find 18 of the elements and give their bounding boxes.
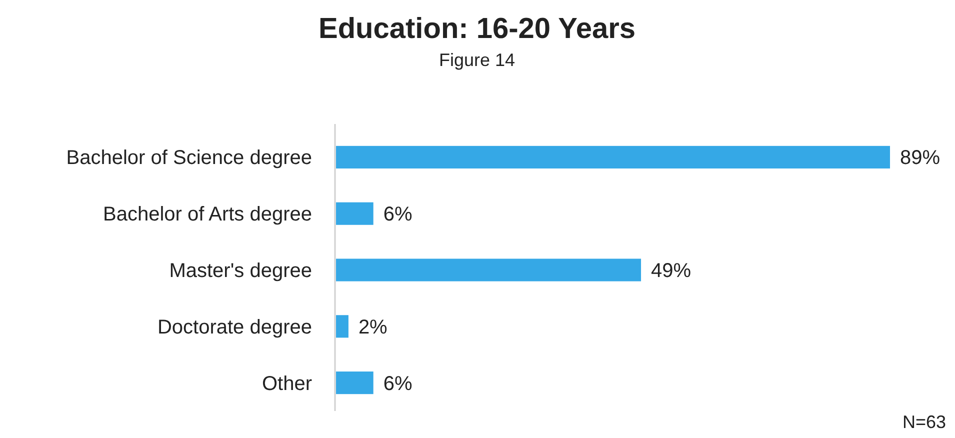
text: N=63	[902, 412, 946, 432]
y-tick-label: Bachelor of Arts degree	[102, 204, 312, 226]
bar	[336, 202, 374, 225]
bar	[336, 315, 348, 338]
data-label: 6%	[383, 372, 412, 395]
y-tick-label: Master's degree	[169, 260, 312, 282]
bar	[336, 258, 642, 282]
data-label: 6%	[383, 204, 412, 226]
y-tick-label: Doctorate degree	[157, 316, 312, 338]
bar	[336, 372, 374, 394]
chart-subtitle: Figure 14	[438, 50, 516, 70]
y-tick-label: Bachelor of Science degree	[66, 147, 312, 170]
bar	[336, 146, 890, 168]
chart-title: Education: 16-20 Years	[318, 13, 636, 45]
data-label: 49%	[651, 260, 692, 282]
data-label: 2%	[358, 316, 388, 338]
data-label: 89%	[900, 147, 940, 170]
y-tick-label: Other	[262, 372, 312, 395]
